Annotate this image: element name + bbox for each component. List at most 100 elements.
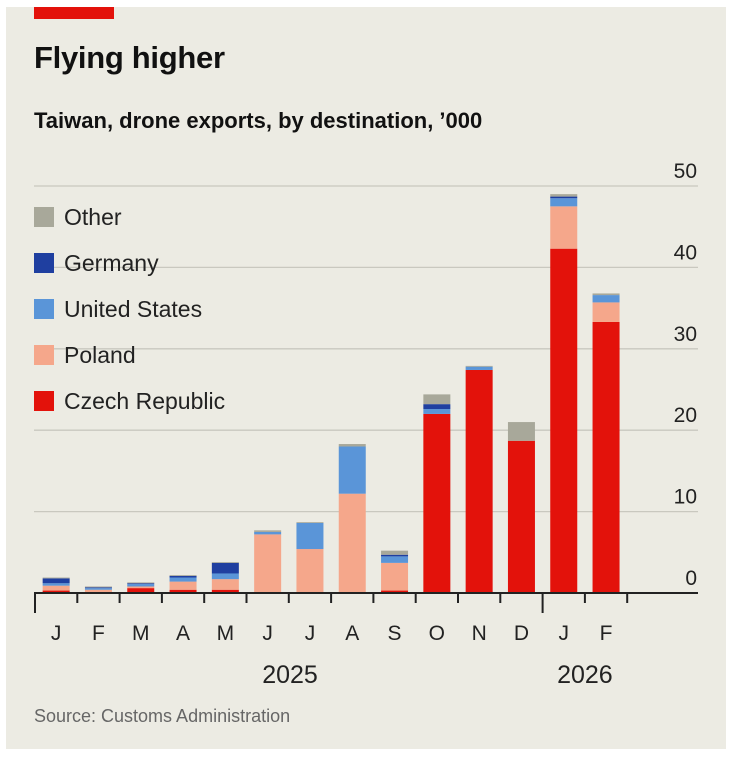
bar-segment-united-states <box>592 295 620 303</box>
bar-stack <box>211 562 239 593</box>
x-tick-label: A <box>176 622 190 645</box>
bar-stack <box>465 365 493 593</box>
legend-item-germany: Germany <box>34 250 159 276</box>
x-tick-label: M <box>132 622 150 645</box>
legend-swatch <box>34 253 54 273</box>
bar-segment-other <box>550 194 578 197</box>
bar-segment-czech-republic <box>592 321 620 593</box>
bar-segment-other <box>42 577 70 579</box>
legend-swatch <box>34 345 54 365</box>
bar-segment-united-states <box>465 366 493 370</box>
bar-segment-other <box>254 530 282 532</box>
legend-item-czech-republic: Czech Republic <box>34 388 225 414</box>
bar-segment-other <box>592 293 620 296</box>
bar-segment-other <box>169 575 197 576</box>
legend-item-other: Other <box>34 204 122 230</box>
bar-segment-other <box>465 365 493 367</box>
bar-segment-germany <box>550 196 578 199</box>
y-tick-label: 50 <box>674 160 697 183</box>
bar-stack <box>42 577 70 593</box>
bar-segment-poland <box>84 589 112 593</box>
bar-segment-other <box>338 444 366 447</box>
x-tick-label: J <box>51 622 62 645</box>
bar-segment-germany <box>211 562 239 574</box>
bar-segment-germany <box>84 587 112 589</box>
bar-segment-united-states <box>42 583 70 586</box>
bar-segment-czech-republic <box>127 588 155 593</box>
bar-segment-czech-republic <box>423 413 451 593</box>
bar-segment-other <box>127 582 155 584</box>
bar-segment-united-states <box>169 577 197 582</box>
bar-segment-czech-republic <box>169 589 197 593</box>
year-label: 2026 <box>557 661 613 689</box>
bar-segment-czech-republic <box>550 248 578 594</box>
x-tick-label: J <box>559 622 570 645</box>
bar-segment-united-states <box>127 584 155 587</box>
x-tick-label: J <box>305 622 316 645</box>
y-tick-label: 20 <box>674 404 697 427</box>
y-tick-label: 40 <box>674 241 697 264</box>
bar-segment-germany <box>127 583 155 585</box>
bar-segment-poland <box>211 579 239 590</box>
chart-subtitle: Taiwan, drone exports, by destination, ’… <box>34 108 483 133</box>
bar-stack <box>423 394 451 593</box>
bar-segment-germany <box>169 575 197 578</box>
bar-stack <box>507 422 535 593</box>
legend-swatch <box>34 299 54 319</box>
bar-segment-poland <box>381 562 409 591</box>
x-tick-label: M <box>217 622 235 645</box>
bar-segment-poland <box>550 206 578 249</box>
legend: Other Germany United States Poland Czech Rep… <box>34 204 225 414</box>
x-tick-label: A <box>345 622 359 645</box>
bar-stack <box>169 575 197 593</box>
bar-stack <box>381 550 409 593</box>
legend-label: Poland <box>64 342 136 368</box>
bar-stack <box>296 522 324 593</box>
bar-stack <box>550 194 578 594</box>
bar-segment-poland <box>127 586 155 589</box>
bar-segment-poland <box>338 493 366 593</box>
bar-segment-germany <box>381 554 409 557</box>
bar-segment-united-states <box>423 409 451 414</box>
x-tick-label: S <box>388 622 402 645</box>
x-tick-label: N <box>472 622 487 645</box>
x-axis <box>34 592 698 613</box>
y-tick-label: 0 <box>685 567 697 590</box>
chart-title: Flying higher <box>34 40 225 75</box>
source-note: Source: Customs Administration <box>34 706 291 726</box>
legend-label: Czech Republic <box>64 388 225 414</box>
y-tick-label: 30 <box>674 323 697 346</box>
legend-swatch <box>34 391 54 411</box>
year-labels: 2025 2026 <box>262 661 613 689</box>
bar-stacks <box>42 194 620 594</box>
bar-segment-united-states <box>550 198 578 207</box>
bar-segment-other <box>211 562 239 563</box>
x-tick-label: F <box>92 622 105 645</box>
bar-segment-czech-republic <box>507 440 535 593</box>
y-tick-label: 10 <box>674 486 697 509</box>
year-label: 2025 <box>262 661 318 689</box>
bar-segment-poland <box>169 581 197 590</box>
bar-segment-poland <box>254 534 282 593</box>
bar-stack <box>592 293 620 593</box>
brand-accent-bar <box>34 7 114 19</box>
x-tick-label: O <box>429 622 445 645</box>
bar-segment-united-states <box>381 556 409 563</box>
y-axis-labels: 0 10 20 30 40 50 <box>674 160 697 590</box>
bar-segment-germany <box>423 404 451 410</box>
bar-segment-other <box>423 394 451 405</box>
legend-item-united-states: United States <box>34 296 202 322</box>
x-tick-label: F <box>600 622 613 645</box>
legend-label: Other <box>64 204 122 230</box>
bar-segment-other <box>296 522 324 523</box>
gridlines <box>34 185 698 513</box>
bar-stack <box>338 444 366 593</box>
legend-swatch <box>34 207 54 227</box>
x-tick-label: J <box>262 622 273 645</box>
bar-segment-united-states <box>338 446 366 494</box>
bar-segment-united-states <box>296 522 324 550</box>
bar-segment-poland <box>296 549 324 593</box>
bar-segment-other <box>507 422 535 441</box>
